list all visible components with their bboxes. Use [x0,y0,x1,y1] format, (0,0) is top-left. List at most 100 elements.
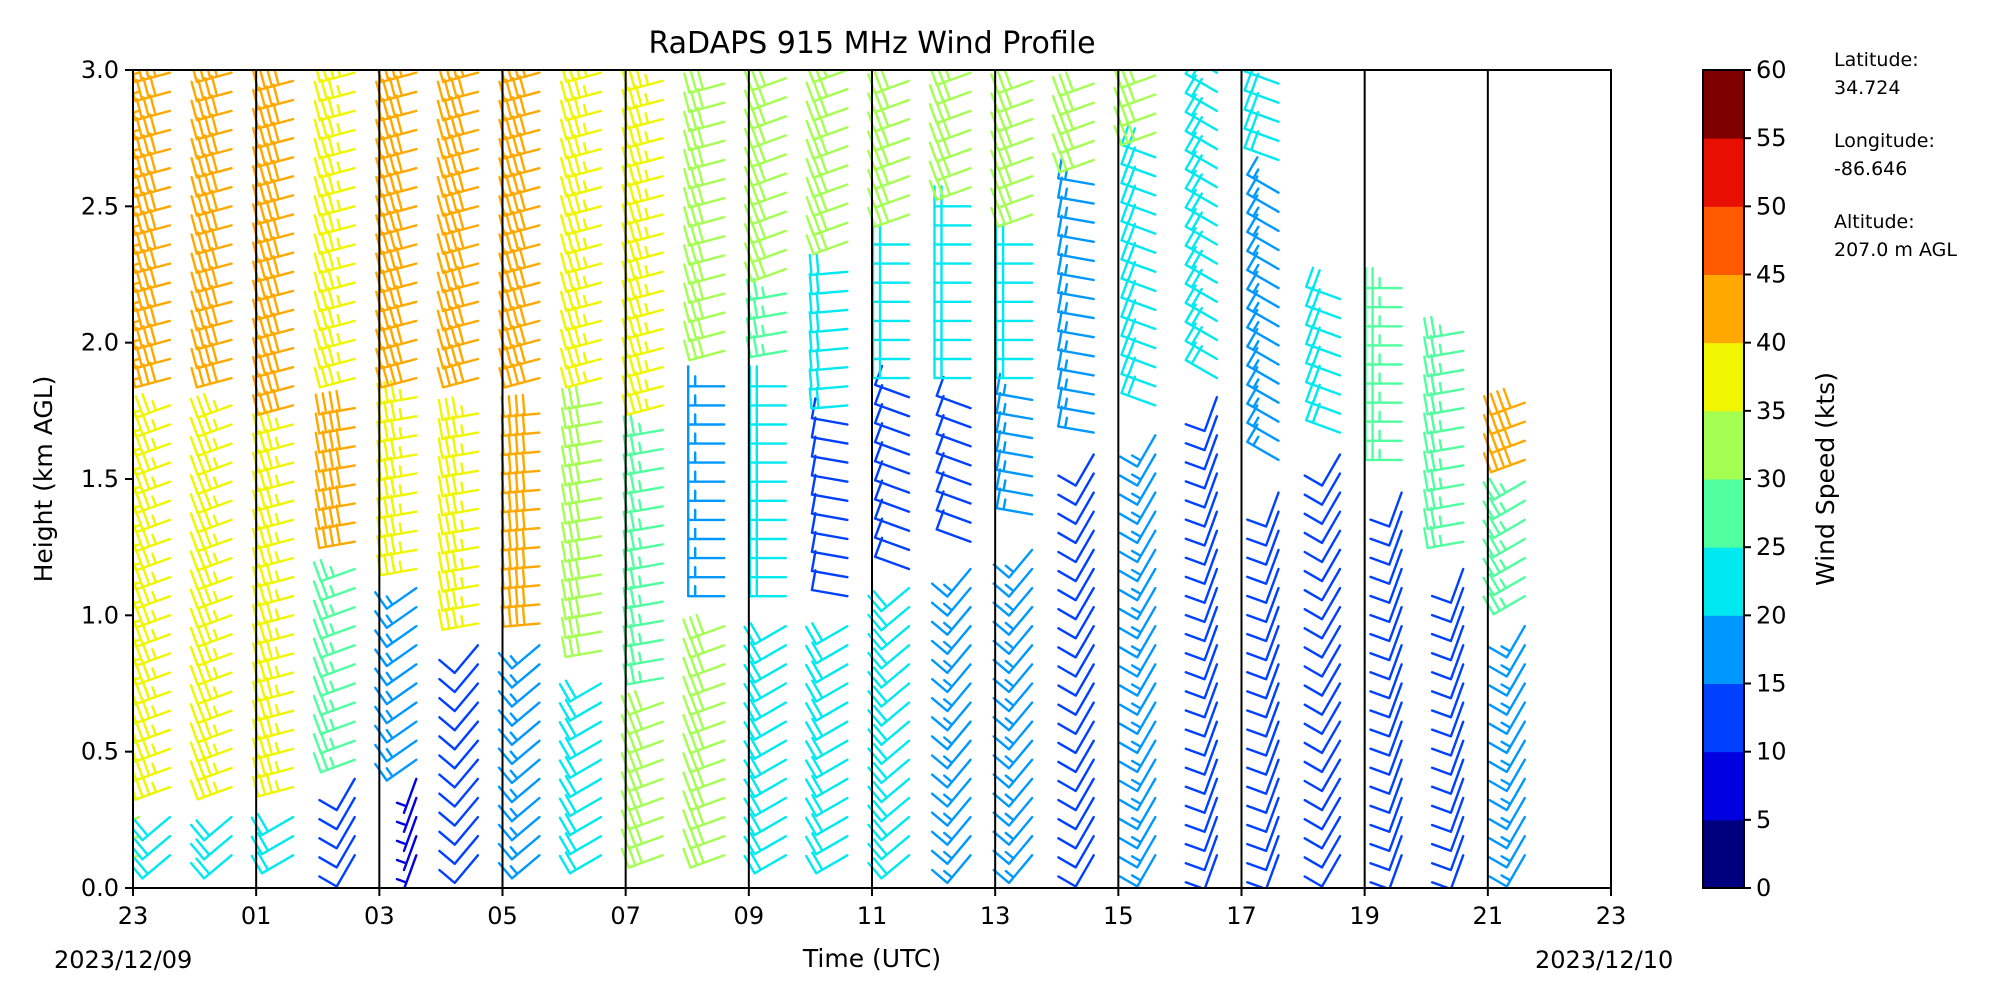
wind-barb [498,285,541,313]
colorbar-segment [1703,479,1744,548]
wind-barb [1369,586,1403,624]
wind-barb [1303,472,1342,506]
wind-barb [871,223,911,246]
wind-barb [682,709,726,736]
wind-barb [808,367,849,391]
colorbar-segment [1703,615,1744,684]
wind-barb [250,851,295,875]
wind-barb [1430,739,1465,776]
wind-barb [992,586,1034,617]
wind-barb [560,557,603,582]
wind-barb [498,266,541,294]
wind-barb [133,412,172,438]
wind-barb [312,578,356,602]
wind-barb [933,261,972,284]
wind-barb [808,272,849,296]
wind-barb [314,428,356,454]
wind-barb [374,739,418,763]
wind-barb [133,113,172,141]
wind-barb [873,441,911,475]
wind-barb [1430,586,1465,624]
wind-barb [1423,354,1465,378]
y-axis-ticks: 0.0 0.5 1.0 1.5 2.0 2.5 3.0 [81,56,133,902]
wind-barb [1184,796,1219,833]
wind-barb [498,304,541,332]
wind-barb [437,491,480,517]
wind-barb [1305,400,1342,434]
wind-barb [748,556,787,579]
wind-barb [314,408,356,435]
wind-barb [1118,567,1157,602]
wind-barb [1118,510,1157,545]
wind-barb [375,266,418,294]
wind-barb [995,487,1034,516]
wind-barb [1184,510,1219,547]
wind-barb [1423,392,1465,416]
wind-barb [374,663,418,687]
wind-barb [498,189,541,217]
colorbar-tick-label: 50 [1756,192,1787,220]
wind-barb [748,365,787,388]
wind-barb [810,473,849,502]
wind-barb [1488,625,1526,659]
wind-barb [992,777,1034,808]
wind-barb [190,285,233,313]
wind-barb [1246,606,1280,643]
wind-barb [994,223,1034,246]
wind-barb [1246,739,1280,776]
wind-barb [935,394,972,429]
wind-barb [560,442,603,468]
wind-barb [622,604,664,629]
wind-barb [559,306,603,332]
wind-barb [935,414,972,448]
x-tick-label: 23 [1596,902,1627,930]
wind-barb [312,711,356,736]
wind-barb [133,431,172,458]
wind-barb [312,635,356,659]
wind-barb [374,758,418,782]
wind-barb [748,536,787,560]
wind-barb [810,435,849,464]
wind-barb [252,388,295,416]
end-date-label: 2023/12/10 [1535,946,1673,974]
wind-barb [133,285,172,313]
wind-barb [558,851,603,875]
wind-barb [438,796,480,827]
wind-barb [622,643,664,667]
wind-barb [190,266,233,294]
wind-barb [560,633,603,659]
wind-barb [748,460,787,483]
colorbar-tick-label: 35 [1756,397,1787,425]
wind-barb [748,479,787,502]
wind-barb [1482,515,1526,540]
y-tick-label: 2.5 [81,192,119,220]
x-tick-label: 11 [857,902,888,930]
wind-barb [436,361,480,389]
wind-barb [1118,472,1157,506]
wind-barb [682,690,726,717]
wind-barb [1423,411,1465,435]
colorbar-tick-label: 15 [1756,670,1787,698]
wind-barb [252,274,295,302]
wind-barb [992,758,1034,789]
wind-barb [438,720,480,751]
wind-barb [682,671,726,697]
wind-barb [436,151,480,179]
wind-barb [498,361,541,389]
wind-barb [436,170,480,198]
wind-barb [497,815,541,842]
wind-barb [1488,720,1526,755]
wind-barb [1364,362,1403,385]
wind-barb [1246,777,1280,814]
wind-profile-column [497,70,541,880]
wind-barb [498,113,541,141]
wind-barb [1243,108,1280,143]
wind-barb [928,174,972,201]
wind-barb [1184,815,1219,853]
wind-barb [1369,796,1403,833]
wind-barb [436,113,480,141]
wind-barb [808,291,849,315]
x-tick-label: 13 [980,902,1011,930]
wind-barb [559,77,603,103]
wind-barb [810,550,849,579]
